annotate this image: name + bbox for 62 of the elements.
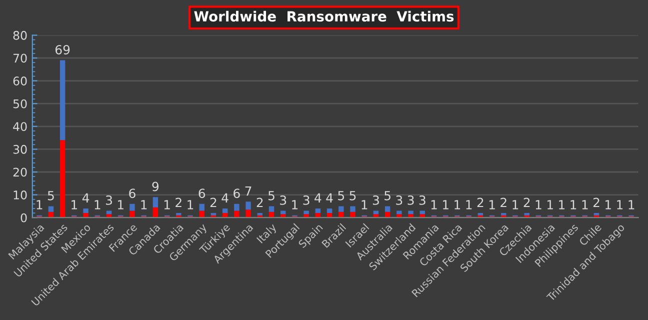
total-label: 5 (268, 191, 274, 200)
total-label: 2 (524, 198, 530, 208)
total-label: 1 (94, 200, 100, 210)
total-label: 1 (164, 200, 170, 210)
total-label: 2 (593, 198, 600, 208)
total-label: 6 (234, 188, 240, 198)
total-label: 4 (314, 193, 322, 202)
total-label: 7 (245, 186, 252, 196)
y-tick-label: 0 (20, 213, 27, 222)
total-label: 2 (256, 198, 263, 208)
y-tick-label: 80 (13, 30, 27, 40)
total-label: 3 (303, 195, 310, 205)
total-label: 1 (454, 200, 460, 210)
total-label: 3 (408, 195, 414, 205)
total-label: 1 (582, 200, 588, 210)
total-label: 1 (489, 200, 495, 210)
total-label: 69 (56, 44, 70, 54)
total-label: 3 (372, 195, 379, 205)
y-tick-label: 40 (13, 122, 27, 132)
total-label: 2 (210, 198, 216, 208)
total-label: 1 (292, 200, 298, 210)
total-label: 1 (118, 200, 124, 210)
total-label: 1 (141, 200, 147, 210)
total-label: 4 (326, 193, 333, 202)
total-label: 4 (82, 193, 90, 202)
total-label: 1 (443, 200, 448, 210)
total-label: 1 (617, 200, 623, 210)
y-tick-label: 60 (13, 76, 27, 86)
total-label: 3 (419, 195, 426, 205)
y-tick-label: 30 (13, 144, 27, 154)
total-label: 2 (477, 198, 484, 208)
total-label: 3 (396, 195, 402, 205)
total-label: 1 (547, 200, 553, 210)
total-label: 5 (48, 191, 54, 200)
total-label: 1 (606, 200, 611, 210)
total-label: 1 (466, 200, 472, 210)
total-label: 3 (280, 195, 286, 205)
total-label: 1 (36, 200, 42, 210)
total-label: 4 (222, 193, 228, 202)
total-label: 5 (338, 191, 344, 200)
total-label: 2 (176, 198, 182, 208)
y-tick-label: 50 (13, 99, 27, 108)
total-label: 6 (198, 188, 206, 198)
y-tick-label: 70 (13, 54, 27, 63)
total-label: 6 (129, 188, 136, 198)
total-label: 1 (431, 200, 437, 210)
total-label: 3 (106, 195, 112, 205)
total-label: 1 (559, 200, 564, 210)
total-label: 5 (350, 191, 356, 200)
total-label: 1 (362, 200, 368, 210)
y-tick-label: 20 (13, 168, 27, 177)
total-label: 1 (570, 200, 576, 210)
total-label: 2 (500, 198, 506, 208)
total-label: 1 (188, 200, 194, 210)
y-tick-label: 10 (14, 190, 27, 200)
total-label: 5 (384, 191, 390, 200)
total-label: 1 (628, 200, 634, 210)
total-label: 1 (512, 200, 518, 210)
total-label: 1 (72, 200, 78, 210)
total-label: 9 (152, 182, 159, 192)
chart-title: Worldwide Ransomware Victims (194, 10, 454, 22)
total-label: 1 (536, 200, 542, 210)
